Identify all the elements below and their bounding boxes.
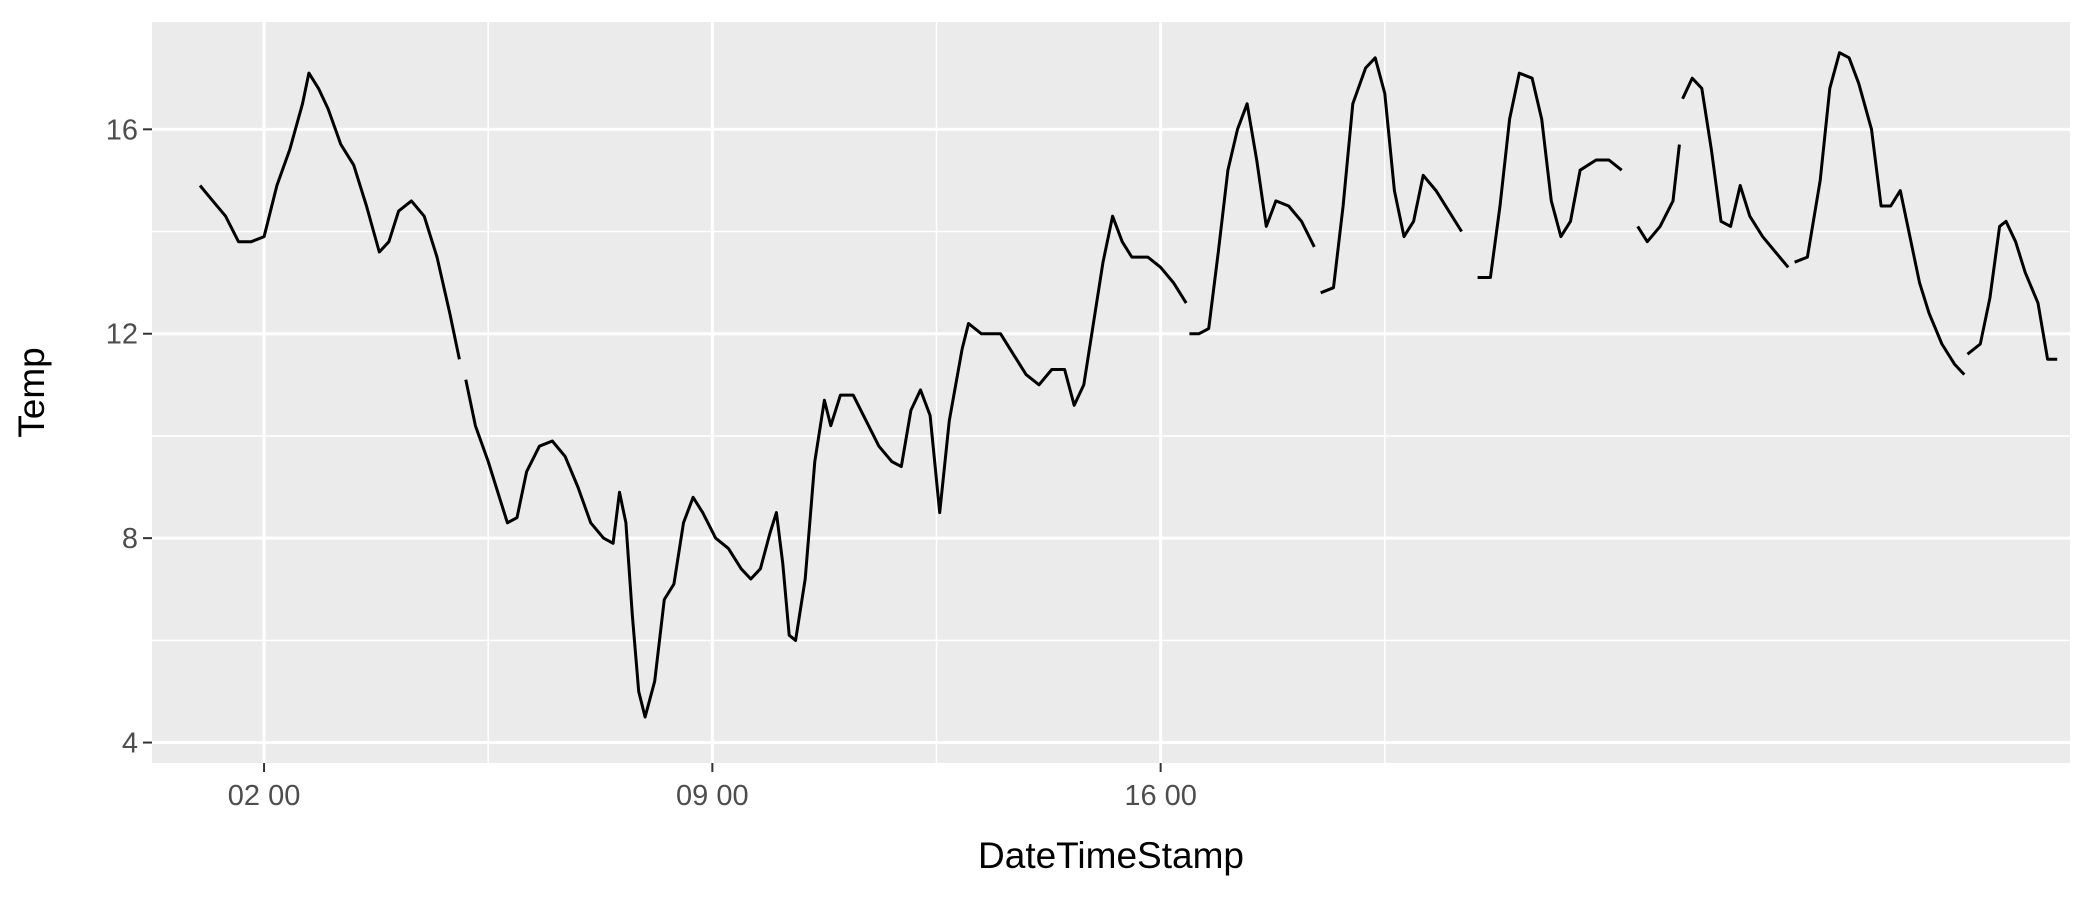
grid-major: [152, 22, 2070, 763]
y-axis-title: Temp: [11, 347, 52, 437]
grid-minor: [152, 22, 2070, 763]
axis-ticks: [143, 128, 1162, 772]
x-tick-label: 09 00: [676, 780, 749, 812]
y-tick-label: 12: [106, 319, 138, 351]
series-line-segment: [1681, 76, 1790, 269]
series-line-segment: [464, 214, 1188, 719]
x-axis-title: DateTimeStamp: [978, 835, 1244, 876]
tick-labels: 02 00 09 00 16 00 4 8 12 16: [106, 114, 1197, 812]
series-line-segment: [1636, 144, 1681, 244]
series-line-segment: [1477, 71, 1623, 279]
y-tick-label: 4: [122, 728, 138, 760]
series-layer: [198, 51, 2058, 719]
series-line-segment: [1966, 219, 2058, 361]
y-tick-label: 8: [122, 523, 138, 555]
series-line-segment: [1794, 51, 1966, 376]
plot-panel: [152, 22, 2070, 763]
series-line-segment: [1320, 56, 1463, 295]
series-line-segment: [1189, 102, 1316, 336]
series-line-segment: [198, 71, 461, 360]
x-tick-label: 16 00: [1124, 780, 1197, 812]
y-tick-label: 16: [106, 114, 138, 146]
x-tick-label: 02 00: [228, 780, 301, 812]
